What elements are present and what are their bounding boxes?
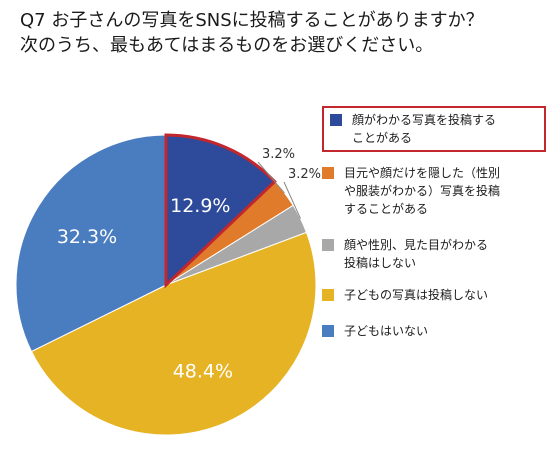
legend-item-3: 顔や性別、見た目がわかる 投稿はしない [322,236,542,272]
legend-swatch-1 [330,114,342,126]
legend-label-1: 顔がわかる写真を投稿する ことがある [352,113,497,145]
legend-swatch-3 [322,239,334,251]
slice-value-label-5: 32.3% [57,226,117,248]
slice-value-label-3: 3.2% [288,167,321,182]
slice-leader-line-2 [257,161,285,194]
legend-swatch-2 [322,167,334,179]
legend-item-2: 目元や顔だけを隠した（性別 や服装がわかる）写真を投稿 することがある [322,164,542,218]
slice-value-label-1: 12.9% [170,195,230,217]
highlighted-slice-outline [164,133,277,289]
pie-slice-4 [30,231,317,436]
slice-leader-line-3 [283,181,301,219]
legend-item-1: 顔がわかる写真を投稿する ことがある [322,106,546,152]
legend-label-2: 目元や顔だけを隠した（性別 や服装がわかる）写真を投稿 することがある [344,166,501,216]
chart-title: Q7 お子さんの写真をSNSに投稿することがありますか？ 次のうち、最もあてはま… [20,8,550,58]
chart-title-line-2: 次のうち、最もあてはまるものをお選びください。 [20,35,434,56]
chart-title-line-1: Q7 お子さんの写真をSNSに投稿することがありますか？ [20,10,484,31]
legend-swatch-5 [322,325,334,337]
legend-label-5: 子どもはいない [344,324,429,338]
legend-swatch-4 [322,289,334,301]
legend-item-4: 子どもの写真は投稿しない [322,286,542,304]
slice-value-label-4: 48.4% [173,360,233,382]
slice-value-label-2: 3.2% [262,147,295,162]
legend-label-3: 顔や性別、見た目がわかる 投稿はしない [344,238,489,270]
legend-label-4: 子どもの写真は投稿しない [344,288,489,302]
pie-slice-5 [15,134,167,353]
legend-item-5: 子どもはいない [322,322,542,340]
